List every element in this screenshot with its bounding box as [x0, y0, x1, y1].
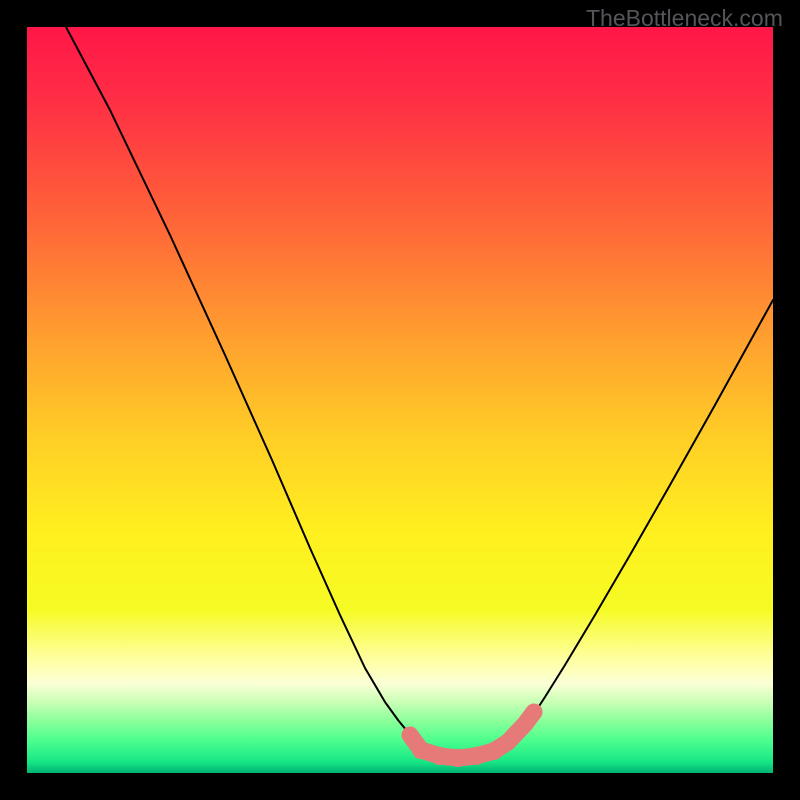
- curve-marker: [449, 749, 467, 767]
- curve-markers: [403, 706, 540, 767]
- curve-marker: [412, 741, 430, 759]
- curve-marker: [403, 728, 417, 742]
- curve-marker: [500, 734, 516, 750]
- bottleneck-curve: [66, 27, 773, 757]
- curve-marker: [467, 747, 485, 765]
- curve-marker: [517, 716, 533, 732]
- curve-marker: [431, 747, 449, 765]
- curve-marker: [528, 706, 540, 718]
- bottleneck-curve-chart: [0, 0, 800, 800]
- curve-marker: [485, 742, 503, 760]
